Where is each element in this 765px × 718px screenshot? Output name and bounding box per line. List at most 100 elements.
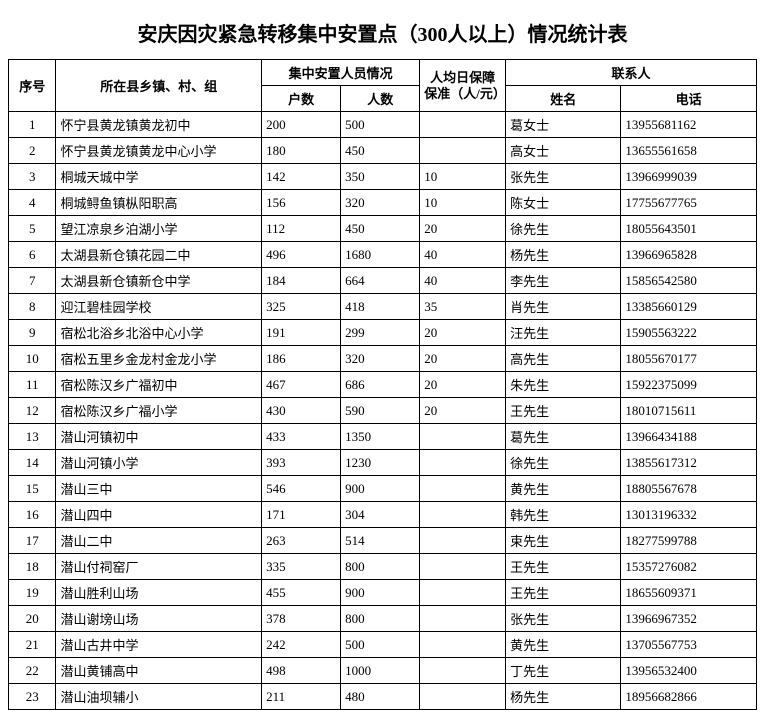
cell-households: 378: [262, 606, 341, 632]
cell-location: 桐城鲟鱼镇枞阳职高: [56, 190, 262, 216]
cell-people: 320: [341, 346, 420, 372]
col-name: 姓名: [506, 86, 621, 112]
cell-location: 潜山黄铺高中: [56, 658, 262, 684]
cell-households: 156: [262, 190, 341, 216]
cell-seq: 22: [9, 658, 56, 684]
cell-households: 263: [262, 528, 341, 554]
cell-people: 1680: [341, 242, 420, 268]
cell-people: 450: [341, 216, 420, 242]
cell-phone: 13013196332: [621, 502, 757, 528]
cell-location: 潜山河镇小学: [56, 450, 262, 476]
cell-location: 潜山古井中学: [56, 632, 262, 658]
cell-name: 朱先生: [506, 372, 621, 398]
cell-phone: 13705567753: [621, 632, 757, 658]
cell-location: 太湖县新仓镇新仓中学: [56, 268, 262, 294]
cell-name: 黄先生: [506, 632, 621, 658]
cell-people: 664: [341, 268, 420, 294]
cell-name: 肖先生: [506, 294, 621, 320]
cell-name: 张先生: [506, 164, 621, 190]
table-row: 2怀宁县黄龙镇黄龙中心小学180450高女士13655561658: [9, 138, 757, 164]
table-row: 9宿松北浴乡北浴中心小学19129920汪先生15905563222: [9, 320, 757, 346]
cell-seq: 11: [9, 372, 56, 398]
cell-people: 500: [341, 632, 420, 658]
cell-per-capita: [420, 476, 506, 502]
cell-people: 590: [341, 398, 420, 424]
cell-location: 潜山二中: [56, 528, 262, 554]
cell-per-capita: 20: [420, 346, 506, 372]
cell-phone: 15856542580: [621, 268, 757, 294]
cell-people: 800: [341, 606, 420, 632]
cell-name: 杨先生: [506, 684, 621, 710]
cell-name: 束先生: [506, 528, 621, 554]
cell-location: 怀宁县黄龙镇黄龙初中: [56, 112, 262, 138]
cell-seq: 21: [9, 632, 56, 658]
cell-households: 455: [262, 580, 341, 606]
cell-phone: 18277599788: [621, 528, 757, 554]
table-row: 14潜山河镇小学3931230徐先生13855617312: [9, 450, 757, 476]
cell-name: 陈女士: [506, 190, 621, 216]
cell-seq: 4: [9, 190, 56, 216]
cell-phone: 13385660129: [621, 294, 757, 320]
cell-households: 242: [262, 632, 341, 658]
cell-phone: 13966965828: [621, 242, 757, 268]
cell-name: 丁先生: [506, 658, 621, 684]
cell-seq: 12: [9, 398, 56, 424]
table-row: 10宿松五里乡金龙村金龙小学18632020高先生18055670177: [9, 346, 757, 372]
cell-households: 200: [262, 112, 341, 138]
cell-seq: 2: [9, 138, 56, 164]
table-row: 15潜山三中546900黄先生18805567678: [9, 476, 757, 502]
table-row: 4桐城鲟鱼镇枞阳职高15632010陈女士17755677765: [9, 190, 757, 216]
cell-households: 180: [262, 138, 341, 164]
cell-households: 191: [262, 320, 341, 346]
col-phone: 电话: [621, 86, 757, 112]
cell-name: 韩先生: [506, 502, 621, 528]
table-row: 1怀宁县黄龙镇黄龙初中200500葛女士13955681162: [9, 112, 757, 138]
cell-name: 李先生: [506, 268, 621, 294]
table-row: 22潜山黄铺高中4981000丁先生13956532400: [9, 658, 757, 684]
cell-per-capita: 35: [420, 294, 506, 320]
cell-name: 高女士: [506, 138, 621, 164]
cell-people: 304: [341, 502, 420, 528]
col-placement: 集中安置人员情况: [262, 60, 420, 86]
cell-households: 467: [262, 372, 341, 398]
cell-households: 211: [262, 684, 341, 710]
cell-people: 514: [341, 528, 420, 554]
cell-location: 迎江碧桂园学校: [56, 294, 262, 320]
cell-phone: 13966999039: [621, 164, 757, 190]
cell-per-capita: [420, 658, 506, 684]
cell-name: 徐先生: [506, 216, 621, 242]
cell-location: 潜山河镇初中: [56, 424, 262, 450]
cell-per-capita: 10: [420, 190, 506, 216]
table-row: 21潜山古井中学242500 黄先生13705567753: [9, 632, 757, 658]
cell-location: 桐城天城中学: [56, 164, 262, 190]
cell-households: 430: [262, 398, 341, 424]
cell-phone: 13655561658: [621, 138, 757, 164]
cell-name: 葛女士: [506, 112, 621, 138]
cell-name: 高先生: [506, 346, 621, 372]
col-location: 所在县乡镇、村、组: [56, 60, 262, 112]
cell-seq: 13: [9, 424, 56, 450]
table-row: 5望江凉泉乡泊湖小学11245020徐先生18055643501: [9, 216, 757, 242]
cell-location: 宿松陈汉乡广福小学: [56, 398, 262, 424]
cell-per-capita: 20: [420, 372, 506, 398]
cell-location: 宿松陈汉乡广福初中: [56, 372, 262, 398]
cell-per-capita: [420, 554, 506, 580]
cell-people: 500: [341, 112, 420, 138]
cell-phone: 18055643501: [621, 216, 757, 242]
table-row: 12宿松陈汉乡广福小学43059020王先生18010715611: [9, 398, 757, 424]
cell-phone: 13855617312: [621, 450, 757, 476]
cell-per-capita: 20: [420, 216, 506, 242]
table-row: 13潜山河镇初中4331350葛先生13966434188: [9, 424, 757, 450]
cell-location: 望江凉泉乡泊湖小学: [56, 216, 262, 242]
cell-seq: 17: [9, 528, 56, 554]
cell-phone: 17755677765: [621, 190, 757, 216]
cell-per-capita: [420, 112, 506, 138]
table-row: 23潜山油坝辅小211480杨先生18956682866: [9, 684, 757, 710]
cell-location: 潜山四中: [56, 502, 262, 528]
cell-phone: 15922375099: [621, 372, 757, 398]
cell-households: 433: [262, 424, 341, 450]
cell-name: 黄先生: [506, 476, 621, 502]
cell-seq: 9: [9, 320, 56, 346]
col-people: 人数: [341, 86, 420, 112]
cell-seq: 1: [9, 112, 56, 138]
